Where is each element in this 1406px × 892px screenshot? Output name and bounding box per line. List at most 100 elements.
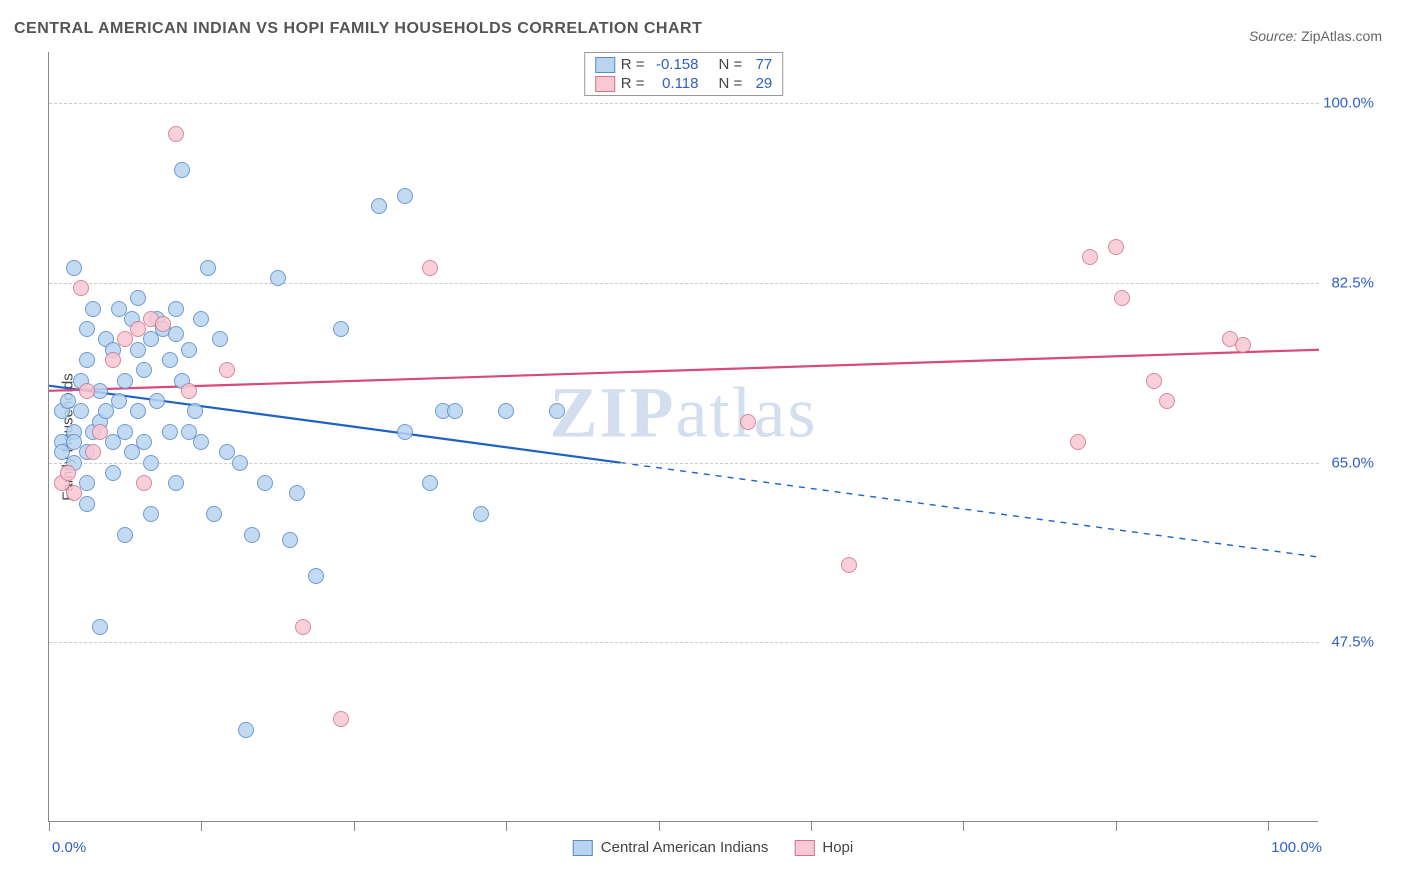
- data-point-central-american-indians: [193, 434, 209, 450]
- data-point-central-american-indians: [181, 342, 197, 358]
- trendline-extrapolated-central-american-indians: [621, 463, 1320, 557]
- data-point-hopi: [841, 557, 857, 573]
- data-point-hopi: [79, 383, 95, 399]
- data-point-central-american-indians: [206, 506, 222, 522]
- data-point-central-american-indians: [308, 568, 324, 584]
- data-point-central-american-indians: [168, 326, 184, 342]
- data-point-central-american-indians: [111, 393, 127, 409]
- trend-lines-svg: [49, 52, 1319, 822]
- data-point-hopi: [60, 465, 76, 481]
- chart-container: Family Households ZIPatlas R =-0.158N =7…: [48, 52, 1378, 822]
- x-tick: [1116, 821, 1117, 831]
- data-point-central-american-indians: [397, 424, 413, 440]
- gridline: [49, 103, 1319, 104]
- data-point-central-american-indians: [117, 424, 133, 440]
- data-point-central-american-indians: [174, 162, 190, 178]
- data-point-hopi: [92, 424, 108, 440]
- series-legend: Central American Indians Hopi: [573, 839, 853, 856]
- data-point-central-american-indians: [232, 455, 248, 471]
- series-legend-item: Central American Indians: [573, 839, 769, 856]
- y-tick-label: 47.5%: [1331, 634, 1374, 651]
- data-point-central-american-indians: [130, 290, 146, 306]
- data-point-central-american-indians: [397, 188, 413, 204]
- series-legend-label: Central American Indians: [601, 839, 769, 856]
- legend-swatch: [573, 840, 593, 856]
- r-stat: R =0.118: [621, 75, 699, 92]
- data-point-central-american-indians: [333, 321, 349, 337]
- data-point-hopi: [155, 316, 171, 332]
- source-label: Source:: [1249, 28, 1297, 44]
- data-point-hopi: [66, 485, 82, 501]
- x-tick: [1268, 821, 1269, 831]
- data-point-central-american-indians: [79, 321, 95, 337]
- data-point-hopi: [73, 280, 89, 296]
- legend-swatch: [794, 840, 814, 856]
- stats-legend: R =-0.158 N =77 R =0.118 N =29: [584, 52, 784, 96]
- data-point-hopi: [740, 414, 756, 430]
- data-point-hopi: [333, 711, 349, 727]
- data-point-central-american-indians: [117, 527, 133, 543]
- x-tick: [201, 821, 202, 831]
- x-tick: [506, 821, 507, 831]
- stats-legend-row: R =0.118 N =29: [585, 74, 783, 93]
- data-point-central-american-indians: [143, 506, 159, 522]
- plot-area: ZIPatlas R =-0.158N =77R =0.118N =29 47.…: [48, 52, 1318, 822]
- data-point-central-american-indians: [130, 403, 146, 419]
- data-point-central-american-indians: [473, 506, 489, 522]
- x-axis-min-label: 0.0%: [52, 839, 86, 856]
- data-point-central-american-indians: [168, 301, 184, 317]
- data-point-central-american-indians: [498, 403, 514, 419]
- data-point-hopi: [295, 619, 311, 635]
- series-legend-item: Hopi: [794, 839, 853, 856]
- source-name: ZipAtlas.com: [1301, 28, 1382, 44]
- data-point-central-american-indians: [257, 475, 273, 491]
- data-point-central-american-indians: [143, 455, 159, 471]
- x-tick: [811, 821, 812, 831]
- data-point-hopi: [1114, 290, 1130, 306]
- gridline: [49, 283, 1319, 284]
- data-point-central-american-indians: [162, 424, 178, 440]
- data-point-central-american-indians: [549, 403, 565, 419]
- x-tick: [659, 821, 660, 831]
- data-point-central-american-indians: [79, 352, 95, 368]
- r-stat: R =-0.158: [621, 56, 699, 73]
- data-point-hopi: [105, 352, 121, 368]
- gridline: [49, 642, 1319, 643]
- data-point-central-american-indians: [193, 311, 209, 327]
- data-point-central-american-indians: [92, 619, 108, 635]
- data-point-central-american-indians: [105, 465, 121, 481]
- data-point-central-american-indians: [447, 403, 463, 419]
- data-point-central-american-indians: [200, 260, 216, 276]
- x-tick: [963, 821, 964, 831]
- chart-title: CENTRAL AMERICAN INDIAN VS HOPI FAMILY H…: [14, 20, 702, 38]
- data-point-hopi: [1082, 249, 1098, 265]
- data-point-central-american-indians: [212, 331, 228, 347]
- data-point-hopi: [1159, 393, 1175, 409]
- data-point-central-american-indians: [244, 527, 260, 543]
- data-point-hopi: [1235, 337, 1251, 353]
- legend-swatch: [595, 76, 615, 92]
- data-point-hopi: [219, 362, 235, 378]
- data-point-hopi: [168, 126, 184, 142]
- data-point-central-american-indians: [238, 722, 254, 738]
- data-point-central-american-indians: [371, 198, 387, 214]
- data-point-hopi: [1108, 239, 1124, 255]
- data-point-central-american-indians: [66, 260, 82, 276]
- data-point-hopi: [85, 444, 101, 460]
- data-point-central-american-indians: [149, 393, 165, 409]
- trendline-hopi: [49, 350, 1319, 391]
- y-tick-label: 82.5%: [1331, 275, 1374, 292]
- data-point-hopi: [1070, 434, 1086, 450]
- data-point-central-american-indians: [187, 403, 203, 419]
- n-stat: N =77: [719, 56, 773, 73]
- data-point-central-american-indians: [162, 352, 178, 368]
- data-point-central-american-indians: [422, 475, 438, 491]
- data-point-hopi: [136, 475, 152, 491]
- data-point-central-american-indians: [136, 362, 152, 378]
- data-point-hopi: [422, 260, 438, 276]
- legend-swatch: [595, 57, 615, 73]
- data-point-central-american-indians: [289, 485, 305, 501]
- data-point-central-american-indians: [117, 373, 133, 389]
- data-point-central-american-indians: [168, 475, 184, 491]
- n-stat: N =29: [719, 75, 773, 92]
